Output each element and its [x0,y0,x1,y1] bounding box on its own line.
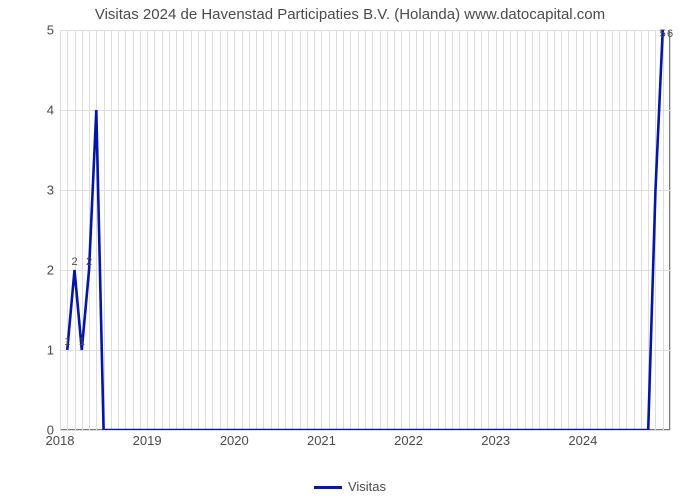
x-axis-tick-label: 2018 [46,429,75,448]
data-point-label: 1 [79,336,85,348]
x-axis-tick-label: 2019 [133,429,162,448]
legend: Visitas [0,479,700,494]
x-axis-tick-label: 2024 [568,429,597,448]
data-point-label: 2 [71,256,77,268]
x-axis-tick-label: 2020 [220,429,249,448]
series-line [60,30,670,430]
legend-swatch [314,486,342,489]
data-point-label: 1 [64,336,70,348]
y-axis-tick-label: 2 [47,263,60,278]
y-axis-tick-label: 5 [47,23,60,38]
y-axis-tick-label: 3 [47,183,60,198]
chart-title: Visitas 2024 de Havenstad Participaties … [0,6,700,23]
y-axis-tick-label: 4 [47,103,60,118]
legend-label: Visitas [348,479,386,494]
data-point-label: 6 [667,28,673,40]
gridline-vertical [670,30,671,430]
x-axis-tick-label: 2021 [307,429,336,448]
data-point-label: 2 [86,256,92,268]
y-axis-tick-label: 1 [47,343,60,358]
x-axis-tick-label: 2023 [481,429,510,448]
data-point-label: 5 [660,28,666,40]
plot-area: 0123452018201920202021202220232024121256 [60,30,670,430]
x-axis-tick-label: 2022 [394,429,423,448]
